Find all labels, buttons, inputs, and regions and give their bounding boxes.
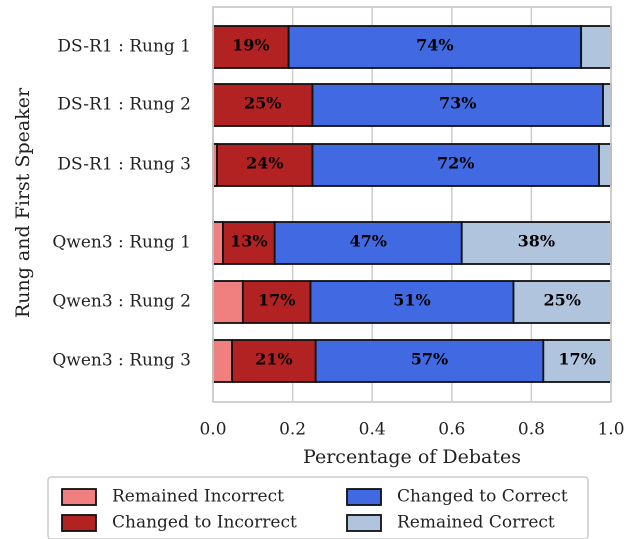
- y-tick-label: DS-R1 : Rung 1: [57, 37, 191, 57]
- bar-segment: [309, 280, 515, 324]
- legend-swatch: [346, 514, 382, 532]
- bar-segment: [216, 143, 314, 187]
- data-label: 13%: [230, 232, 267, 251]
- legend-label: Remained Correct: [397, 513, 555, 533]
- y-tick-label: DS-R1 : Rung 3: [57, 155, 191, 175]
- data-label: 72%: [437, 154, 474, 173]
- bar-segment: [311, 83, 604, 127]
- x-tick-labels: 0.0 0.2 0.4 0.6 0.8 1.0: [199, 420, 624, 440]
- bar-segment: [602, 83, 612, 127]
- y-axis-title: Rung and First Speaker: [12, 87, 34, 318]
- bar-segment: [241, 280, 312, 324]
- x-tick-label: 0.6: [438, 420, 465, 440]
- bar-segment: [314, 339, 545, 383]
- bar-segment: [212, 25, 290, 69]
- x-tick-label: 1.0: [597, 420, 624, 440]
- legend-label: Remained Incorrect: [112, 487, 284, 507]
- bar-segment: [580, 25, 612, 69]
- legend-swatch: [61, 488, 97, 506]
- data-label: 47%: [349, 232, 386, 251]
- plot-frame: [212, 6, 612, 403]
- data-label: 38%: [518, 232, 555, 251]
- bars: 19% 74% 25% 73% 24% 72% 13% 47% 38% 17% 51% 25% 21% 5…: [212, 25, 612, 383]
- legend-box: [47, 476, 589, 539]
- legend-label: Changed to Incorrect: [112, 513, 297, 533]
- data-label: 74%: [416, 36, 453, 55]
- legend-swatch: [346, 488, 382, 506]
- bar-segment: [311, 143, 600, 187]
- y-tick-labels: DS-R1 : Rung 1 DS-R1 : Rung 2 DS-R1 : Rung…: [52, 37, 191, 371]
- bar-segment: [212, 280, 244, 324]
- y-tick-label: Qwen3 : Rung 2: [52, 292, 191, 312]
- plot-border: [212, 6, 612, 403]
- data-label: 17%: [258, 291, 295, 310]
- bar-segment: [512, 280, 612, 324]
- data-label: 51%: [393, 291, 430, 310]
- bar-segment: [598, 143, 612, 187]
- data-label: 19%: [232, 36, 269, 55]
- bar-segment: [212, 339, 234, 383]
- bar-segment: [542, 339, 612, 383]
- x-tick-label: 0.2: [279, 420, 306, 440]
- bar-segment: [222, 221, 276, 265]
- data-label: 17%: [558, 350, 595, 369]
- data-label: 21%: [255, 350, 292, 369]
- y-tick-label: DS-R1 : Rung 2: [57, 95, 191, 115]
- y-tick-label: Qwen3 : Rung 1: [52, 233, 191, 253]
- y-tick-label: Qwen3 : Rung 3: [52, 351, 191, 371]
- legend-label: Changed to Correct: [397, 487, 568, 507]
- legend: Remained Incorrect Changed to Incorrect Ch…: [47, 476, 589, 539]
- data-label: 57%: [411, 350, 448, 369]
- data-label: 73%: [439, 94, 476, 113]
- x-tick-label: 0.8: [518, 420, 545, 440]
- data-label: 24%: [246, 154, 283, 173]
- legend-swatch: [61, 514, 97, 532]
- x-axis-title: Percentage of Debates: [303, 446, 521, 468]
- data-label: 25%: [544, 291, 581, 310]
- x-tick-label: 0.4: [359, 420, 386, 440]
- bar-segment: [273, 221, 463, 265]
- data-label: 25%: [244, 94, 281, 113]
- bar-segment: [212, 221, 224, 265]
- x-tick-label: 0.0: [199, 420, 226, 440]
